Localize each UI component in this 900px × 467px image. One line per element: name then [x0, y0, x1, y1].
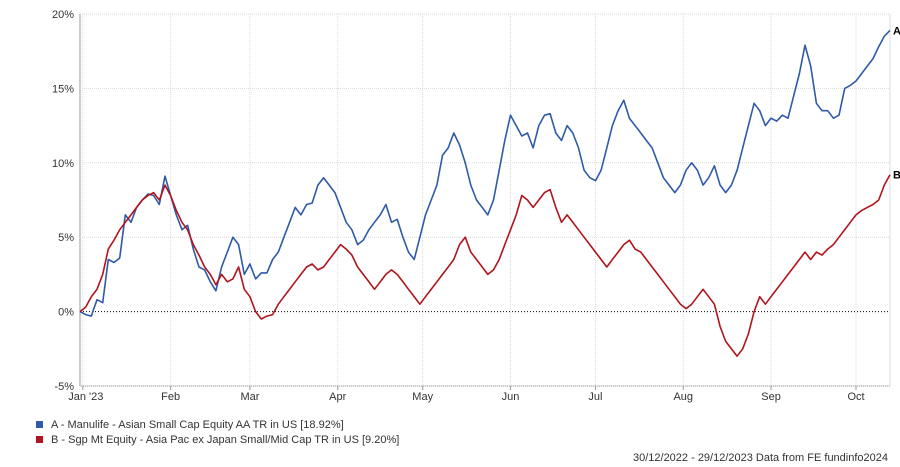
x-tick-label: Mar — [240, 391, 259, 403]
x-tick-label: Aug — [673, 391, 693, 403]
legend-label-b: B - Sgp Mt Equity - Asia Pac ex Japan Sm… — [51, 433, 400, 446]
x-tick-label: Jun — [502, 391, 520, 403]
legend-swatch-b — [36, 436, 43, 443]
series-line-a — [79, 29, 891, 317]
date-range-footer: 30/12/2022 - 29/12/2023 Data from FE fun… — [632, 452, 888, 464]
x-tick-label: Jul — [588, 391, 602, 403]
end-label-a: A — [893, 25, 900, 37]
legend-item-b: B - Sgp Mt Equity - Asia Pac ex Japan Sm… — [36, 432, 399, 447]
x-tick-label: May — [412, 391, 433, 403]
legend: A - Manulife - Asian Small Cap Equity AA… — [36, 417, 399, 447]
y-tick-label: -5% — [54, 381, 74, 393]
x-tick-label: Jan '23 — [68, 391, 103, 403]
series-end-labels: AB — [893, 25, 900, 181]
y-tick-label: 20% — [52, 9, 74, 21]
grid-lines — [79, 13, 891, 390]
end-label-b: B — [893, 170, 900, 182]
legend-swatch-a — [36, 421, 43, 428]
x-tick-label: Oct — [847, 391, 864, 403]
x-tick-label: Feb — [161, 391, 180, 403]
y-tick-label: 5% — [58, 232, 74, 244]
legend-item-a: A - Manulife - Asian Small Cap Equity AA… — [36, 417, 399, 432]
y-tick-label: 10% — [52, 158, 74, 170]
line-chart: 20% 15% 10% 5% 0% -5% Jan '23 Feb Mar Apr May Jun J… — [52, 9, 900, 403]
x-tick-label: Apr — [329, 391, 346, 403]
y-axis: 20% 15% 10% 5% 0% -5% — [52, 9, 74, 393]
series-lines — [79, 29, 891, 358]
x-axis: Jan '23FebMarAprMayJunJulAugSepOctNovDec — [68, 391, 864, 403]
legend-label-a: A - Manulife - Asian Small Cap Equity AA… — [51, 418, 344, 431]
y-tick-label: 15% — [52, 83, 74, 95]
x-tick-label: Sep — [761, 391, 781, 403]
y-tick-label: 0% — [58, 307, 74, 319]
series-line-b — [79, 174, 891, 358]
